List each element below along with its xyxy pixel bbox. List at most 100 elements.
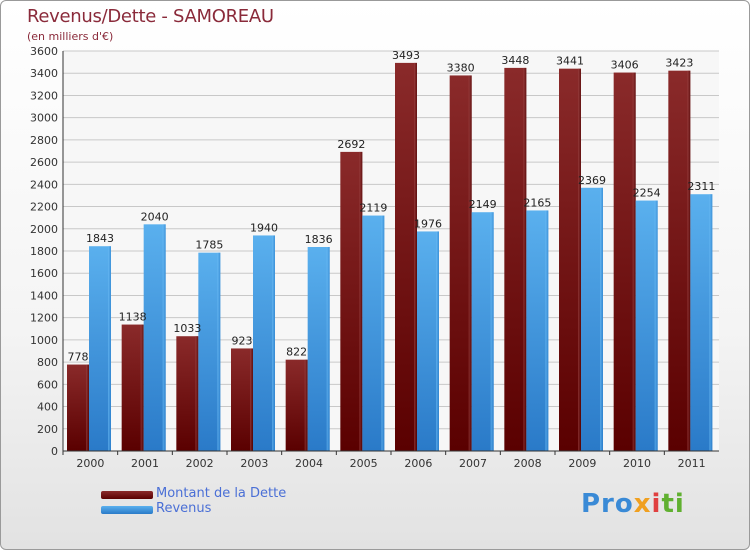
bar-shade-debt — [687, 70, 691, 452]
bar-shade-revenue — [654, 200, 658, 451]
y-tick-label: 200 — [37, 423, 58, 436]
bar-debt — [559, 68, 581, 452]
bar-revenue — [198, 252, 221, 451]
data-label-debt: 3448 — [501, 54, 529, 67]
data-label-debt: 2692 — [337, 138, 365, 151]
legend-label-revenue: Revenus — [156, 501, 212, 516]
bar-shade-debt — [632, 72, 636, 452]
x-tick-label: 2001 — [131, 457, 159, 470]
data-label-revenue: 1785 — [195, 239, 223, 252]
data-label-debt: 3493 — [392, 49, 420, 62]
bar-shade-revenue — [436, 231, 439, 451]
data-label-revenue: 2040 — [141, 210, 169, 223]
y-tick-label: 1600 — [30, 267, 58, 280]
data-label-revenue: 2254 — [633, 187, 661, 200]
x-tick-label: 2002 — [186, 457, 214, 470]
bar-shade-revenue — [381, 215, 385, 451]
x-tick-label: 2006 — [404, 457, 432, 470]
bar-shade-debt — [578, 68, 581, 452]
bar-shade-debt — [523, 67, 527, 451]
data-label-revenue: 1836 — [305, 233, 333, 246]
bar-revenue — [307, 247, 330, 451]
data-label-debt: 3380 — [447, 61, 475, 74]
x-tick-label: 2011 — [678, 457, 706, 470]
bar-revenue — [417, 231, 439, 451]
data-label-revenue: 1940 — [250, 221, 278, 234]
y-tick-label: 2800 — [30, 134, 58, 147]
x-tick-label: 2005 — [350, 457, 378, 470]
bar-shade-debt — [140, 324, 144, 451]
bar-shade-revenue — [108, 246, 111, 451]
x-tick-label: 2007 — [459, 457, 487, 470]
bar-debt — [395, 62, 417, 452]
x-tick-label: 2003 — [240, 457, 268, 470]
y-tick-label: 2600 — [30, 156, 58, 169]
proxiti-logo: Proxiti — [581, 489, 685, 519]
bar-debt — [285, 359, 308, 451]
y-tick-label: 600 — [37, 378, 58, 391]
bar-revenue — [526, 210, 549, 451]
y-tick-label: 2400 — [30, 178, 58, 191]
y-tick-label: 3000 — [30, 112, 58, 125]
bar-shade-debt — [414, 62, 417, 452]
bar-shade-revenue — [326, 247, 330, 451]
y-tick-label: 3400 — [30, 67, 58, 80]
bar-debt — [176, 336, 199, 451]
bar-shade-debt — [304, 359, 308, 451]
data-label-revenue: 2165 — [523, 196, 551, 209]
bar-revenue — [362, 215, 385, 451]
bar-revenue — [635, 200, 658, 451]
bar-debt — [504, 67, 527, 451]
x-tick-label: 2000 — [76, 457, 104, 470]
bar-shade-revenue — [600, 187, 603, 451]
bar-debt — [340, 151, 363, 451]
bar-debt — [668, 70, 691, 452]
y-tick-label: 1200 — [30, 312, 58, 325]
data-label-revenue: 1843 — [86, 232, 114, 245]
x-tick-label: 2008 — [514, 457, 542, 470]
data-label-debt: 923 — [232, 334, 253, 347]
data-label-revenue: 2369 — [578, 174, 606, 187]
y-tick-label: 3200 — [30, 89, 58, 102]
bar-revenue — [690, 194, 713, 451]
bar-debt — [231, 348, 253, 451]
data-label-debt: 3406 — [611, 59, 639, 72]
bar-revenue — [471, 212, 494, 451]
data-label-revenue: 2119 — [359, 202, 387, 215]
bar-shade-debt — [468, 75, 472, 451]
bar-shade-revenue — [490, 212, 494, 451]
y-tick-label: 1400 — [30, 289, 58, 302]
bar-shade-revenue — [709, 194, 713, 451]
x-tick-label: 2009 — [568, 457, 596, 470]
legend-label-debt: Montant de la Dette — [156, 486, 287, 501]
bar-revenue — [89, 246, 111, 451]
data-label-debt: 778 — [68, 351, 89, 364]
y-tick-label: 1000 — [30, 334, 58, 347]
bar-shade-revenue — [545, 210, 549, 451]
bar-revenue — [581, 187, 603, 451]
bar-shade-revenue — [162, 224, 166, 451]
data-label-debt: 3441 — [556, 55, 584, 68]
data-label-revenue: 2149 — [469, 198, 497, 211]
bar-shade-revenue — [272, 235, 275, 451]
logo-part-2: x — [633, 489, 652, 519]
y-tick-label: 400 — [37, 401, 58, 414]
data-label-revenue: 2311 — [687, 180, 715, 193]
logo-part-4: ti — [661, 489, 685, 519]
y-tick-label: 0 — [51, 445, 58, 458]
legend-swatch-revenue — [101, 506, 153, 514]
bar-revenue — [253, 235, 275, 451]
logo-part-1: Pro — [581, 489, 634, 519]
bar-debt — [613, 72, 636, 452]
chart-subtitle: (en milliers d'€) — [27, 30, 114, 43]
legend-swatch-debt — [101, 491, 153, 499]
data-label-revenue: 1976 — [414, 217, 442, 230]
bar-shade-debt — [195, 336, 199, 451]
data-label-debt: 3423 — [665, 57, 693, 70]
logo-part-3: i — [651, 489, 662, 519]
x-tick-label: 2004 — [295, 457, 323, 470]
data-label-debt: 1138 — [119, 311, 147, 324]
bar-shade-revenue — [217, 252, 221, 451]
